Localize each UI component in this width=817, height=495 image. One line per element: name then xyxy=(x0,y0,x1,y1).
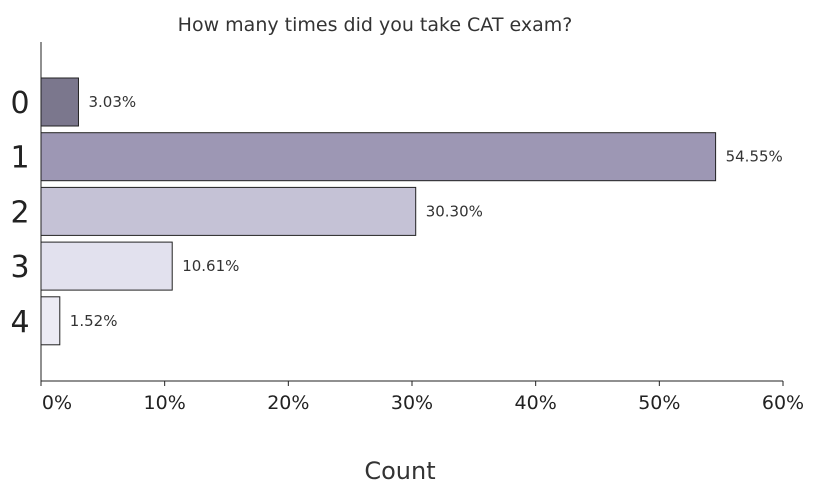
data-label-0: 3.03% xyxy=(88,93,136,111)
x-axis-label: Count xyxy=(364,457,435,485)
category-labels: 0 1 2 3 4 xyxy=(10,86,29,340)
x-tick-label: 60% xyxy=(762,392,804,414)
x-tick-label: 50% xyxy=(638,392,680,414)
category-label-4: 4 xyxy=(10,305,29,340)
x-tick-label: 40% xyxy=(515,392,557,414)
data-label-2: 30.30% xyxy=(426,202,483,220)
data-label-1: 54.55% xyxy=(726,148,783,166)
bars-layer xyxy=(40,77,717,346)
category-label-3: 3 xyxy=(10,250,29,285)
bar-1 xyxy=(40,132,717,182)
data-labels: 3.03% 54.55% 30.30% 10.61% 1.52% xyxy=(70,93,783,330)
x-tick-label: 20% xyxy=(267,392,309,414)
x-tick-label: 10% xyxy=(144,392,186,414)
x-tick-label: 0% xyxy=(42,392,72,414)
category-label-1: 1 xyxy=(10,141,29,176)
bar-3 xyxy=(40,241,173,291)
data-label-3: 10.61% xyxy=(182,257,239,275)
category-label-2: 2 xyxy=(10,195,29,230)
bar-0 xyxy=(40,77,79,127)
data-label-4: 1.52% xyxy=(70,312,118,330)
chart-title: How many times did you take CAT exam? xyxy=(178,14,573,36)
x-axis-ticks: 0% 10% 20% 30% 40% 50% 60% xyxy=(40,381,804,414)
category-label-0: 0 xyxy=(10,86,29,121)
bar-2 xyxy=(40,186,417,236)
x-tick-label: 30% xyxy=(391,392,433,414)
bar-4 xyxy=(40,296,61,346)
